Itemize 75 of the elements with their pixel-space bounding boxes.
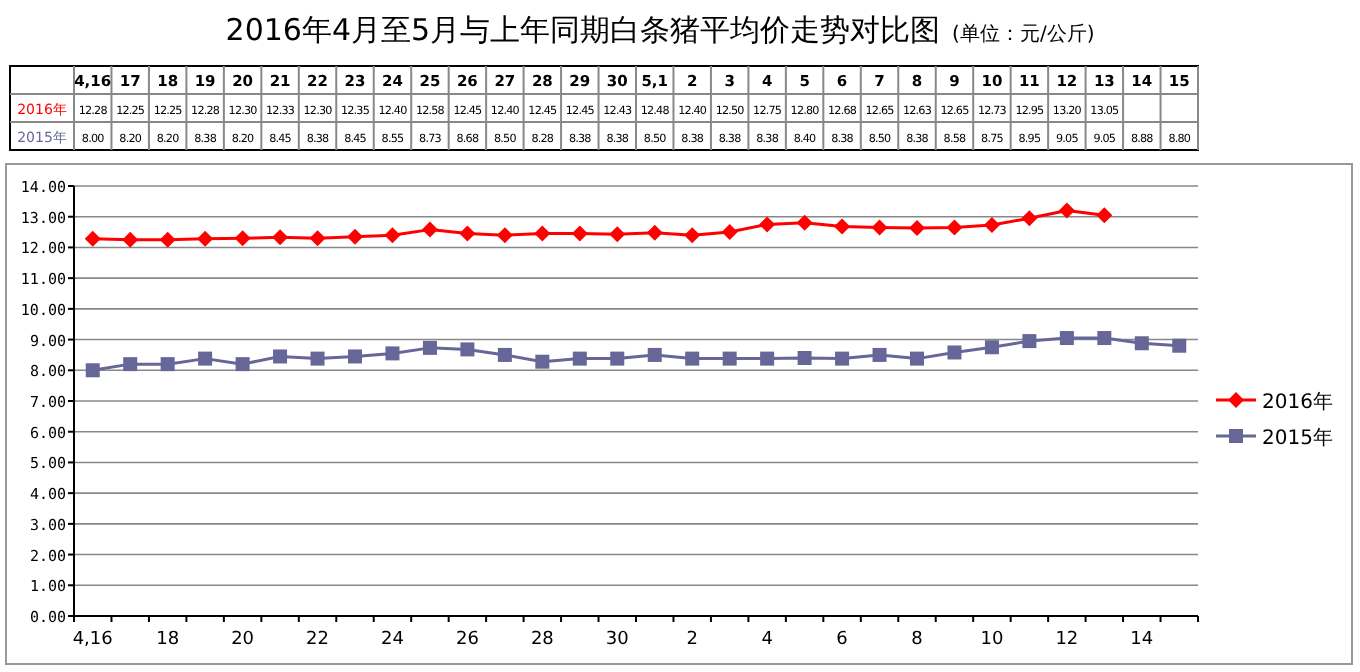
point xyxy=(348,349,362,364)
point xyxy=(85,363,100,378)
point xyxy=(983,217,1000,234)
point xyxy=(796,214,813,231)
point xyxy=(272,229,289,246)
point xyxy=(684,227,701,244)
category-label: 4,16 xyxy=(72,630,113,650)
category-label: 8 xyxy=(911,630,923,650)
point xyxy=(534,225,551,242)
point xyxy=(797,351,812,365)
point xyxy=(309,230,326,247)
point xyxy=(460,342,475,357)
point xyxy=(835,351,850,366)
point xyxy=(197,230,214,247)
category-label: 6 xyxy=(836,630,848,650)
point xyxy=(759,216,776,233)
point xyxy=(1096,207,1113,224)
point xyxy=(273,349,288,364)
point xyxy=(234,230,251,247)
point xyxy=(984,340,999,355)
point xyxy=(834,218,851,235)
point xyxy=(235,357,250,372)
category-label: 18 xyxy=(156,630,180,650)
point xyxy=(421,221,438,238)
point xyxy=(946,219,963,236)
category-label: 28 xyxy=(530,630,554,650)
point xyxy=(910,351,924,366)
point xyxy=(572,351,587,366)
point xyxy=(497,347,512,362)
point xyxy=(159,231,176,248)
point xyxy=(198,351,213,366)
point xyxy=(610,351,625,366)
category-label: 14 xyxy=(1130,630,1154,650)
point xyxy=(459,225,476,242)
point xyxy=(722,351,737,366)
point xyxy=(1172,338,1187,353)
point xyxy=(609,226,626,243)
point xyxy=(647,347,662,362)
point xyxy=(347,228,363,245)
legend-label: 2015年 xyxy=(1262,426,1333,450)
point xyxy=(160,357,175,372)
category-label: 20 xyxy=(231,630,255,650)
point xyxy=(685,351,700,366)
point xyxy=(571,225,588,242)
category-label: 24 xyxy=(381,630,404,650)
category-label: 10 xyxy=(980,630,1004,650)
point xyxy=(1059,331,1074,346)
chart-subtitle: (单位：元/公斤) xyxy=(952,22,1095,46)
point xyxy=(1058,202,1075,219)
point xyxy=(871,219,888,236)
point xyxy=(123,357,138,372)
category-label: 12 xyxy=(1055,630,1079,650)
point xyxy=(1022,334,1037,349)
chart-title: 2016年4月至5月与上年同期白条猪平均价走势对比图 xyxy=(225,12,941,48)
category-label: 30 xyxy=(605,630,629,650)
point xyxy=(721,224,738,241)
point xyxy=(1134,336,1149,351)
point xyxy=(872,347,887,362)
point xyxy=(760,351,775,366)
point xyxy=(646,224,663,241)
point xyxy=(535,354,550,369)
point xyxy=(84,230,101,247)
point xyxy=(122,231,139,248)
point xyxy=(385,346,400,361)
point xyxy=(384,227,401,244)
point xyxy=(947,345,962,360)
category-label: 22 xyxy=(306,630,329,650)
point xyxy=(422,340,437,355)
legend-label: 2016年 xyxy=(1262,390,1333,414)
point xyxy=(1097,331,1112,346)
point xyxy=(310,351,325,366)
category-label: 26 xyxy=(455,630,479,650)
point xyxy=(1021,210,1038,227)
point xyxy=(496,227,513,244)
point xyxy=(909,220,925,237)
